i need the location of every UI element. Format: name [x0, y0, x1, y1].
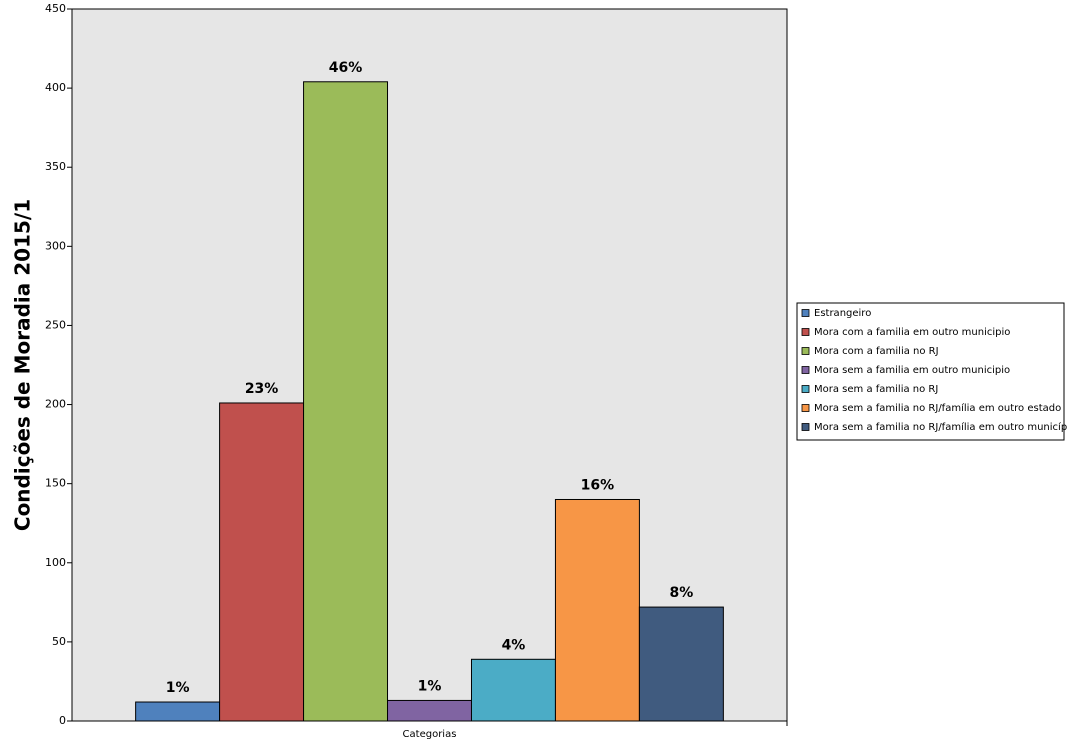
legend-swatch [801, 328, 810, 336]
legend-label: Mora sem a familia em outro municipio [814, 365, 1010, 376]
legend-label: Mora sem a familia no RJ/família em outr… [814, 421, 1067, 433]
y-tick-label: 0 [59, 714, 66, 727]
bar [303, 81, 389, 722]
data-label: 1% [418, 678, 442, 694]
legend-label: Mora com a familia no RJ [814, 346, 939, 357]
y-axis-title: Condições de Moradia 2015/1 [11, 199, 35, 531]
bar [638, 606, 724, 722]
legend-swatch [801, 366, 810, 374]
plot-area [71, 8, 788, 722]
bar [470, 658, 556, 722]
y-tick-label: 350 [45, 160, 66, 173]
legend-swatch [801, 404, 810, 412]
legend-label: Mora sem a familia no RJ [814, 384, 938, 395]
bar [554, 498, 640, 722]
legend-swatch [801, 347, 810, 355]
y-tick-label: 150 [45, 477, 66, 490]
legend-label: Mora com a familia em outro municipio [814, 327, 1010, 338]
y-tick-label: 450 [45, 2, 66, 15]
bar [135, 701, 221, 722]
legend-label: Mora sem a familia no RJ/família em outr… [814, 402, 1061, 414]
bar [387, 699, 472, 722]
legend [796, 302, 1065, 441]
data-label: 8% [669, 585, 693, 601]
y-tick-label: 400 [45, 81, 66, 94]
data-label: 16% [581, 477, 615, 493]
data-label: 1% [166, 680, 190, 696]
y-tick-label: 250 [45, 318, 66, 331]
bar [219, 402, 305, 722]
legend-swatch [801, 309, 810, 317]
data-label: 23% [245, 381, 279, 397]
y-tick-label: 300 [45, 239, 66, 252]
y-tick-label: 50 [52, 635, 66, 648]
y-tick-label: 200 [45, 398, 66, 411]
x-tick-label: Categorias [403, 729, 457, 740]
legend-swatch [801, 423, 810, 431]
legend-swatch [801, 385, 810, 393]
data-label: 4% [502, 637, 526, 653]
legend-label: Estrangeiro [814, 308, 871, 319]
y-tick-label: 100 [45, 556, 66, 569]
data-label: 46% [329, 60, 363, 76]
